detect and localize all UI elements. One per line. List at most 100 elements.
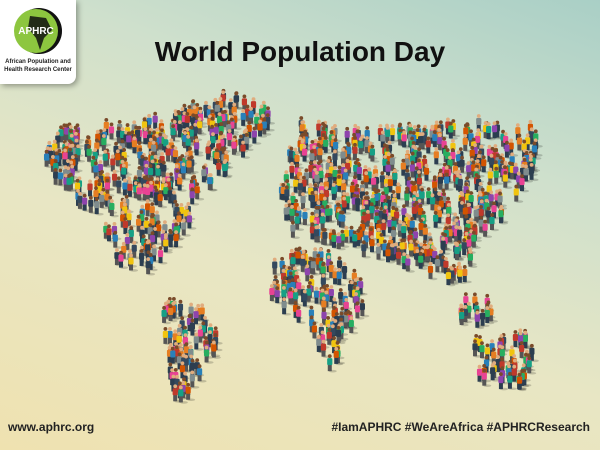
person-figure [418, 132, 428, 151]
person-figure [418, 251, 428, 271]
person-figure [189, 318, 200, 337]
person-figure [395, 182, 406, 201]
person-figure [281, 297, 292, 316]
person-figure [309, 222, 320, 241]
person-figure [163, 235, 173, 254]
person-figure [507, 371, 517, 391]
person-figure [333, 347, 344, 366]
person-figure [310, 257, 321, 276]
person-figure [82, 193, 92, 212]
person-figure [143, 216, 154, 236]
logo-globe-icon: APHRC [14, 8, 62, 54]
person-figure [94, 197, 104, 216]
person-figure [519, 174, 530, 193]
website-link[interactable]: www.aphrc.org [8, 420, 95, 434]
person-figure [203, 345, 214, 364]
person-figure [482, 219, 493, 239]
person-figure [165, 144, 176, 163]
person-figure [389, 124, 400, 143]
person-figure [177, 299, 188, 318]
person-figure [272, 257, 282, 276]
person-figure [306, 284, 316, 303]
person-figure [344, 158, 355, 178]
person-figure [471, 230, 481, 249]
person-figure [220, 90, 231, 109]
person-figure [484, 306, 495, 325]
person-figure [529, 343, 539, 363]
person-figure [194, 138, 204, 157]
person-figure [75, 144, 86, 163]
person-figure [189, 370, 200, 389]
person-figure [335, 325, 346, 345]
person-figure [102, 149, 113, 168]
person-figure [455, 150, 466, 169]
person-figure [454, 243, 464, 262]
person-figure [341, 262, 352, 281]
person-figure [491, 121, 502, 140]
person-figure [481, 155, 491, 174]
person-figure [167, 304, 178, 323]
person-figure [131, 240, 142, 260]
person-figure [322, 228, 332, 247]
person-figure [196, 364, 207, 383]
person-figure [173, 230, 184, 249]
person-figure [408, 239, 419, 258]
person-figure [179, 361, 190, 380]
person-figure [290, 220, 300, 239]
person-figure [157, 190, 168, 209]
person-figure [444, 172, 454, 191]
person-figure [419, 187, 430, 206]
person-figure [186, 211, 197, 230]
person-figure [433, 210, 443, 230]
person-figure [516, 372, 527, 392]
page-title: World Population Day [154, 36, 446, 67]
person-figure [343, 311, 353, 330]
person-figure [194, 182, 205, 201]
person-figure [437, 133, 447, 152]
person-figure [205, 142, 216, 161]
person-figure [502, 170, 513, 189]
person-figure [528, 162, 539, 182]
person-figure [495, 355, 506, 374]
person-figure [466, 161, 476, 180]
person-figure [231, 137, 241, 157]
logo-name: African Population and Health Research C… [4, 59, 72, 73]
person-figure [474, 310, 485, 330]
person-figure [498, 206, 508, 225]
person-figure [302, 289, 312, 308]
person-figure [425, 136, 436, 155]
person-figure [323, 186, 334, 205]
person-figure [189, 187, 200, 206]
person-figure [161, 305, 172, 325]
person-figure [207, 173, 217, 192]
person-figure [323, 135, 333, 155]
person-figure [358, 137, 368, 156]
person-figure [486, 122, 496, 141]
person-figure [103, 118, 114, 137]
person-figure [490, 363, 500, 382]
person-figure [354, 301, 365, 320]
person-figure [498, 372, 508, 391]
person-figure [157, 246, 168, 265]
person-figure [523, 164, 533, 183]
person-figure [467, 249, 478, 268]
person-figure [380, 219, 391, 238]
person-figure [244, 132, 254, 152]
person-figure [177, 173, 187, 192]
person-figure [489, 213, 500, 232]
person-figure [427, 261, 438, 281]
person-figure [257, 119, 268, 138]
person-figure [375, 242, 386, 261]
person-figure [448, 121, 458, 140]
person-figure [229, 117, 239, 136]
person-figure [404, 189, 414, 208]
person-figure [348, 316, 359, 335]
person-figure [459, 308, 469, 327]
person-figure [341, 196, 352, 215]
person-figure [336, 268, 347, 287]
person-figure [405, 254, 415, 273]
person-figure [433, 147, 444, 166]
person-figure [358, 277, 368, 296]
person-figure [151, 244, 162, 263]
